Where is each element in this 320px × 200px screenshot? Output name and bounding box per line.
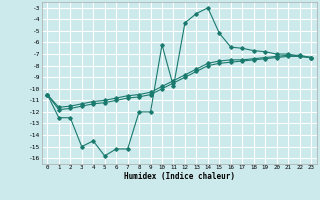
- X-axis label: Humidex (Indice chaleur): Humidex (Indice chaleur): [124, 172, 235, 181]
